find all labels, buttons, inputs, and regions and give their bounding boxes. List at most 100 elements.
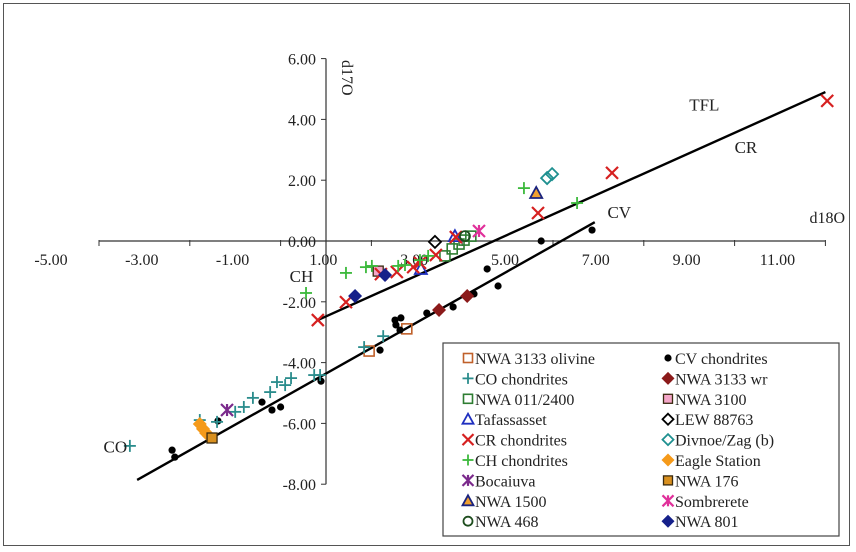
data-point (392, 321, 400, 329)
data-point (171, 453, 179, 461)
data-point (544, 166, 560, 182)
data-point (300, 286, 313, 299)
chart-frame (3, 3, 850, 546)
data-point (528, 185, 544, 199)
data-point (396, 326, 404, 334)
x-tick-label: 7.00 (582, 252, 610, 269)
data-point (483, 265, 491, 273)
legend-item: NWA 1500 (460, 493, 547, 511)
annotation-cr: CR (735, 138, 758, 157)
y-axis-title: d17O (338, 60, 355, 96)
legend-label: NWA 1500 (475, 494, 547, 511)
legend-label: NWA 468 (475, 514, 539, 531)
x-tick-label: -3.00 (125, 252, 158, 269)
y-tick-label: -6.00 (283, 416, 316, 433)
legend-item: CV chondrites (664, 351, 768, 368)
legend-item: Bocaiuva (461, 473, 535, 490)
data-point (390, 265, 404, 279)
series-lew-88763 (427, 234, 443, 250)
series-nwa-1500 (528, 185, 544, 199)
data-point (365, 259, 378, 272)
data-point (398, 259, 411, 272)
data-point (413, 254, 426, 267)
data-point (378, 268, 393, 283)
x-tick-label: 1.00 (309, 252, 337, 269)
series-bocaiuva (220, 403, 234, 417)
legend-marker (462, 352, 474, 364)
x-tick-label: 5.00 (491, 252, 519, 269)
data-point (317, 377, 325, 385)
data-point (588, 226, 596, 234)
y-tick-label: 6.00 (288, 52, 316, 69)
data-point (539, 170, 555, 186)
legend-label: Divnoe/Zag (b) (675, 433, 774, 450)
y-tick-label: 0.00 (288, 234, 316, 251)
data-point (397, 314, 405, 322)
x-axis-title: d18O (809, 210, 845, 227)
data-point (465, 230, 477, 242)
data-point (449, 303, 457, 311)
legend-label: CR chondrites (475, 433, 567, 450)
data-points (123, 94, 834, 461)
data-point (206, 432, 218, 444)
legend-item: NWA 468 (462, 514, 539, 531)
legend: NWA 3133 olivine CO chondrites NWA 011/240… (442, 342, 840, 537)
data-point (339, 266, 352, 279)
data-point (214, 417, 222, 425)
legend-label: CH chondrites (475, 453, 568, 470)
series-ch-chondrites (300, 182, 584, 299)
data-point (348, 289, 363, 304)
legend-marker (461, 433, 475, 446)
data-point (439, 250, 451, 262)
y-tick-label: -2.00 (283, 295, 316, 312)
legend-item: Eagle Station (661, 453, 761, 470)
legend-box (442, 342, 840, 537)
legend-item: Tafassasset (460, 411, 547, 429)
data-point (358, 341, 371, 354)
legend-marker (664, 354, 672, 362)
data-point (376, 346, 384, 354)
series-nwa-468 (459, 230, 471, 243)
data-point (459, 230, 471, 243)
legend-label: NWA 011/2400 (475, 392, 574, 409)
data-point (268, 406, 276, 414)
legend-marker (662, 393, 674, 404)
legend-item: CO chondrites (462, 371, 568, 388)
series-nwa-176 (206, 432, 218, 444)
legend-item: NWA 011/2400 (462, 392, 574, 409)
data-point (314, 369, 327, 382)
legend-item: LEW 88763 (661, 412, 753, 429)
data-point (246, 391, 259, 404)
data-point (422, 249, 435, 262)
y-tick-label: 2.00 (288, 173, 316, 190)
annotation-tfl: TFL (689, 95, 719, 114)
legend-item: NWA 176 (662, 473, 739, 490)
legend-marker (661, 432, 675, 447)
data-point (339, 295, 353, 309)
x-tick-label: 9.00 (673, 252, 701, 269)
x-tick-label: 11.00 (760, 252, 795, 269)
series-sombrerete (472, 224, 486, 238)
data-point (258, 398, 266, 406)
legend-marker (661, 412, 675, 426)
legend-label: Bocaiuva (475, 473, 535, 490)
trend-line (317, 90, 826, 322)
data-point (571, 197, 584, 209)
y-tick-label: -4.00 (283, 356, 316, 373)
legend-label: CV chondrites (675, 351, 768, 368)
legend-item: NWA 3133 olivine (462, 351, 595, 368)
legend-marker (462, 454, 474, 466)
legend-label: NWA 3133 wr (675, 371, 768, 388)
data-point (237, 400, 250, 413)
series-divnoe-zag-b- (539, 166, 560, 186)
legend-label: CO chondrites (475, 371, 568, 388)
data-point (406, 260, 420, 274)
data-point (820, 94, 834, 108)
legend-marker (661, 453, 675, 467)
data-point (427, 234, 443, 250)
data-point (423, 309, 431, 317)
data-point (229, 405, 242, 418)
data-point (377, 330, 390, 343)
legend-label: NWA 3133 olivine (475, 351, 595, 368)
data-point (446, 243, 459, 255)
